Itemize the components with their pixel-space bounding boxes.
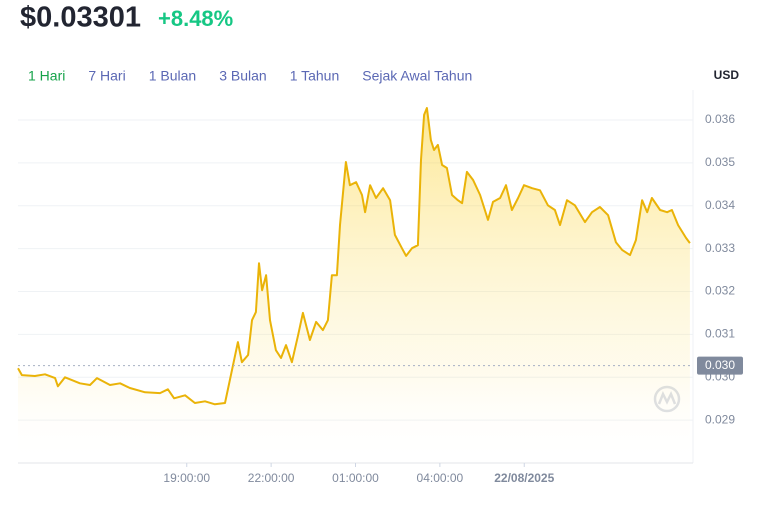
reference-label-box [697,356,743,375]
y-axis-label: USD [714,68,740,82]
timeframe-tab[interactable]: 1 Tahun [290,68,340,84]
y-tick-label: 0.029 [705,412,735,426]
price: $0.03301 [20,2,141,34]
watermark-logo [653,385,681,413]
x-tick-label: 19:00:00 [163,471,210,485]
y-tick-label: 0.032 [705,284,735,298]
y-tick-label: 0.036 [705,112,735,126]
reference-label: 0.030 [705,358,735,372]
y-tick-label: 0.034 [705,198,735,212]
y-tick-label: 0.033 [705,241,735,255]
area-fill [18,108,690,463]
timeframe-tab[interactable]: 1 Bulan [149,68,196,84]
y-tick-label: 0.031 [705,327,735,341]
timeframe-tab[interactable]: 1 Hari [28,68,65,84]
x-tick-label: 22:00:00 [248,471,295,485]
x-tick-label: 01:00:00 [332,471,379,485]
y-tick-label: 0.035 [705,155,735,169]
x-tick-label: 04:00:00 [417,471,464,485]
price-line [17,107,691,406]
x-tick-label: 22/08/2025 [494,471,554,485]
plot: 0.029 0.030 0.031 0.032 0.033 0.034 0.035 0.036… [17,90,743,485]
timeframe-tab[interactable]: 7 Hari [88,68,125,84]
timeframe-tab[interactable]: Sejak Awal Tahun [362,68,472,84]
timeframe-tabs: 1 Hari 7 Hari 1 Bulan 3 Bulan 1 Tahun Sejak A… [28,68,472,84]
timeframe-tab[interactable]: 3 Bulan [219,68,266,84]
price-change: +8.48% [158,6,233,31]
